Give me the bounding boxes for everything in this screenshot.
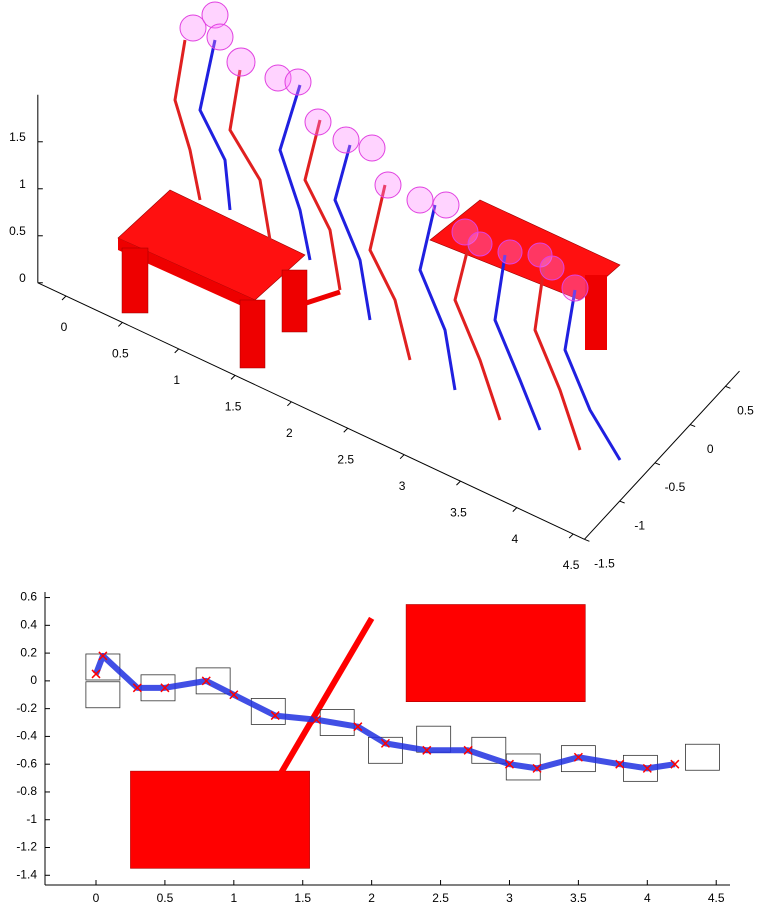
trajectory-marker — [91, 669, 101, 679]
y-axis — [584, 370, 740, 540]
x-tick — [399, 454, 405, 460]
trajectory-marker — [463, 745, 473, 755]
x-tick-label: 0 — [61, 320, 68, 334]
trajectory — [93, 652, 676, 772]
y-tick-label: -0.2 — [16, 701, 37, 715]
x-tick-label: 2 — [286, 426, 293, 440]
y-tick-label: -1.4 — [16, 867, 37, 881]
x-tick-label: 3.5 — [570, 891, 587, 905]
trajectory-marker — [353, 722, 363, 732]
footstep — [85, 681, 121, 709]
footstep — [250, 698, 286, 725]
table-leg — [121, 247, 149, 314]
x-tick-label: 0.5 — [157, 891, 174, 905]
x-tick-label: 4.5 — [708, 891, 725, 905]
z-tick-label: 1 — [19, 177, 26, 191]
obstacle — [130, 770, 310, 869]
trajectory-marker — [380, 738, 390, 748]
y-tick-label: -1 — [634, 518, 645, 532]
footstep — [685, 743, 720, 771]
y-tick-label: -0.8 — [16, 784, 37, 798]
y-tick-label: 0 — [30, 673, 37, 687]
trajectory-marker — [229, 690, 239, 700]
y-tick-label: 0.5 — [737, 404, 754, 418]
x-tick-label: 4 — [644, 891, 651, 905]
x-tick — [287, 401, 292, 407]
trajectory-marker — [532, 763, 542, 773]
x-tick-label: 3 — [399, 479, 406, 493]
y-tick-label: -1.2 — [16, 840, 37, 854]
table-leg — [585, 275, 607, 350]
trajectory-marker — [422, 745, 432, 755]
trajectory-marker — [270, 711, 280, 721]
trajectory-marker — [132, 683, 142, 693]
trajectory-marker — [311, 715, 322, 725]
x-tick — [512, 507, 518, 512]
z-tick-label: 0 — [19, 271, 26, 285]
x-tick — [174, 348, 180, 354]
y-tick-label: -0.5 — [665, 480, 686, 494]
footstep — [368, 736, 403, 764]
x-tick-label: 3 — [506, 891, 513, 905]
x-tick-label: 1 — [173, 373, 180, 387]
y-tick — [619, 500, 625, 504]
table-leg — [239, 299, 266, 369]
trajectory-marker — [160, 683, 170, 693]
trajectory-marker — [98, 651, 108, 661]
y-tick-label: -0.4 — [16, 729, 37, 743]
y-tick-label: 0 — [707, 442, 714, 456]
x-tick — [343, 427, 349, 433]
z-tick-label: 1.5 — [9, 130, 26, 144]
robot-legs — [173, 39, 622, 461]
y-tick — [584, 538, 590, 542]
y-tick-label: -0.6 — [16, 756, 37, 770]
robot-heads — [179, 1, 589, 302]
trajectory-marker — [573, 752, 583, 762]
trajectory-marker — [615, 759, 625, 769]
y-tick — [725, 385, 731, 389]
table — [118, 238, 255, 312]
x-tick — [61, 295, 67, 301]
table-leg — [281, 269, 308, 333]
x-tick-label: 2 — [368, 891, 375, 905]
y-tick-label: 0.2 — [20, 645, 37, 659]
obstacle — [405, 604, 586, 703]
x-tick-label: 0.5 — [112, 347, 129, 361]
x-tick-label: 1.5 — [225, 400, 242, 414]
x-tick-label: 2.5 — [432, 891, 449, 905]
x-tick-label: 1.5 — [294, 891, 311, 905]
x-tick — [456, 480, 461, 486]
trajectory-marker — [201, 676, 211, 686]
trajectory-marker — [670, 759, 680, 769]
x-tick-label: 4.5 — [563, 558, 580, 572]
y-tick-label: 0.6 — [20, 590, 37, 604]
pole — [299, 289, 341, 308]
x-axis — [37, 282, 585, 540]
x-tick-label: 0 — [93, 891, 100, 905]
y-tick-label: -1 — [26, 812, 37, 826]
y-tick-label: 0.4 — [20, 617, 37, 631]
y-tick-label: -1.5 — [594, 557, 615, 571]
x-tick-label: 1 — [230, 891, 237, 905]
y-tick — [654, 462, 661, 466]
z-tick-label: 0.5 — [9, 224, 26, 238]
trajectory-marker — [642, 763, 652, 773]
scene-decoration — [117, 1, 622, 461]
x-tick-label: 3.5 — [450, 505, 467, 519]
x-tick — [117, 322, 123, 327]
x-tick-label: 4 — [511, 532, 518, 546]
trajectory-marker — [504, 759, 515, 769]
x-tick — [230, 374, 236, 380]
y-tick — [689, 424, 696, 428]
x-tick — [568, 533, 574, 539]
x-tick-label: 2.5 — [337, 452, 354, 466]
pole — [265, 616, 375, 797]
